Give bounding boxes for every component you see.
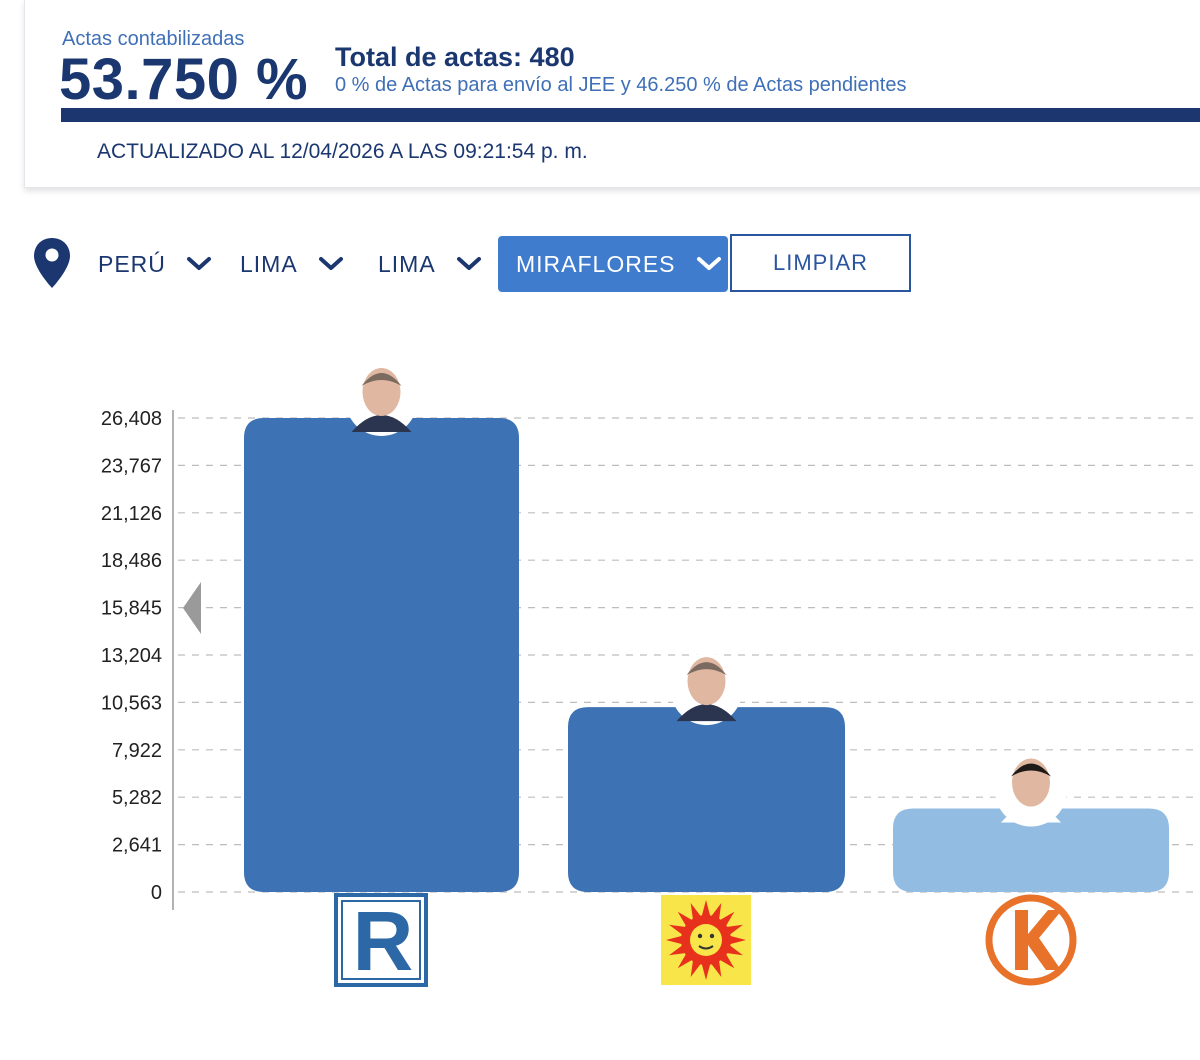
candidate-photo (345, 364, 418, 436)
y-tick-label: 10,563 (101, 692, 162, 714)
y-tick-label: 18,486 (101, 550, 162, 572)
bar (893, 808, 1169, 892)
candidate-photo (995, 754, 1067, 827)
clear-button[interactable]: LIMPIAR (730, 234, 911, 292)
y-tick-label: 7,922 (112, 740, 162, 762)
y-tick-label: 21,126 (101, 503, 162, 525)
actas-subtitle: 0 % de Actas para envío al JEE y 46.250 … (335, 74, 907, 96)
actas-label: Actas contabilizadas (62, 28, 245, 50)
dropdown-district[interactable]: MIRAFLORES (498, 236, 728, 292)
sun-party-logo (661, 895, 751, 985)
candidate-photo (670, 653, 743, 726)
chevron-down-icon (456, 256, 482, 272)
party-logos: R (334, 893, 1077, 988)
chevron-down-icon (318, 256, 344, 272)
y-tick-label: 23,767 (101, 455, 162, 477)
y-tick-label: 0 (151, 882, 162, 904)
y-tick-label: 26,408 (101, 408, 162, 430)
bars (244, 418, 1169, 892)
votes-bar-chart: 0 2,641 5,282 7,922 10,563 13,204 15,845 18,486… (101, 364, 1200, 988)
y-tick-label: 15,845 (101, 598, 162, 620)
dropdown-province-label: LIMA (378, 250, 436, 277)
dropdown-province[interactable]: LIMA (378, 236, 482, 292)
scroll-left-arrow-icon[interactable] (183, 582, 201, 634)
bar (568, 707, 845, 892)
y-tick-label: 5,282 (112, 787, 162, 809)
y-tick-label: 2,641 (112, 835, 162, 857)
map-pin-icon (34, 238, 70, 288)
bar (244, 418, 519, 892)
actas-percent: 53.750 % (59, 47, 309, 112)
dropdown-country-label: PERÚ (98, 250, 166, 277)
y-axis-ticks: 0 2,641 5,282 7,922 10,563 13,204 15,845 18,486… (101, 408, 162, 904)
updated-timestamp: ACTUALIZADO AL 12/04/2026 A LAS 09:21:54… (97, 140, 588, 163)
dropdown-department-label: LIMA (240, 250, 298, 277)
chevron-down-icon (696, 256, 722, 272)
fuerza-popular-logo (985, 894, 1077, 986)
renovacion-popular-logo: R (334, 893, 428, 988)
total-actas: Total de actas: 480 (335, 42, 575, 72)
candidate-photos (345, 364, 1067, 827)
y-tick-label: 13,204 (101, 645, 162, 667)
svg-text:R: R (353, 894, 414, 988)
chevron-down-icon (186, 256, 212, 272)
progress-strip (61, 108, 1200, 122)
dropdown-department[interactable]: LIMA (240, 236, 344, 292)
results-summary-card: Actas contabilizadas 53.750 % Total de a… (24, 0, 1200, 188)
dropdown-district-label: MIRAFLORES (516, 250, 676, 277)
dropdown-country[interactable]: PERÚ (98, 236, 212, 292)
